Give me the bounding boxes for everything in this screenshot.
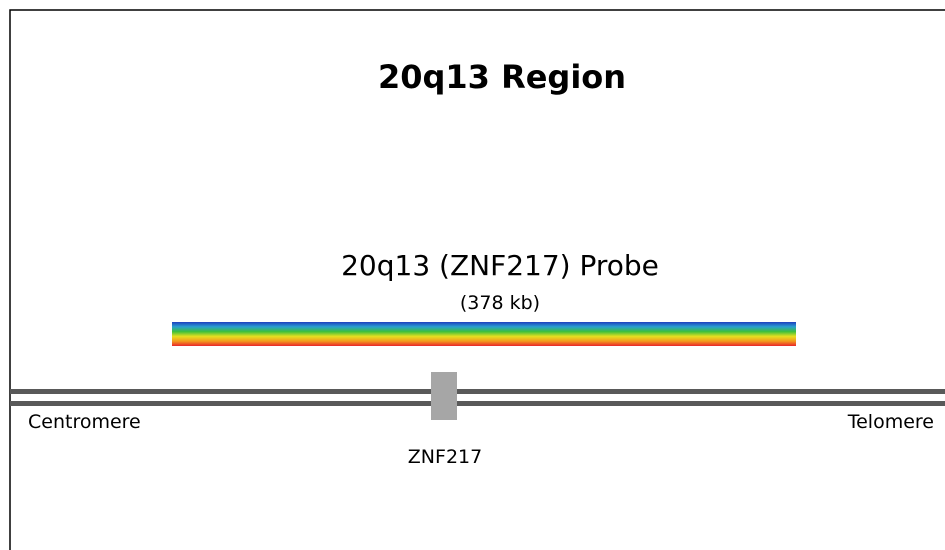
chromosome-line [10,389,945,394]
probe-size: (378 kb) [460,292,540,314]
gene-marker [431,372,457,420]
gene-label: ZNF217 [408,446,482,468]
chromosome-line [10,401,945,406]
frame [9,9,945,550]
probe-bar [172,322,796,346]
centromere-label: Centromere [28,411,141,433]
probe-label: 20q13 (ZNF217) Probe [341,249,659,282]
title: 20q13 Region [378,58,626,96]
telomere-label: Telomere [847,411,934,433]
